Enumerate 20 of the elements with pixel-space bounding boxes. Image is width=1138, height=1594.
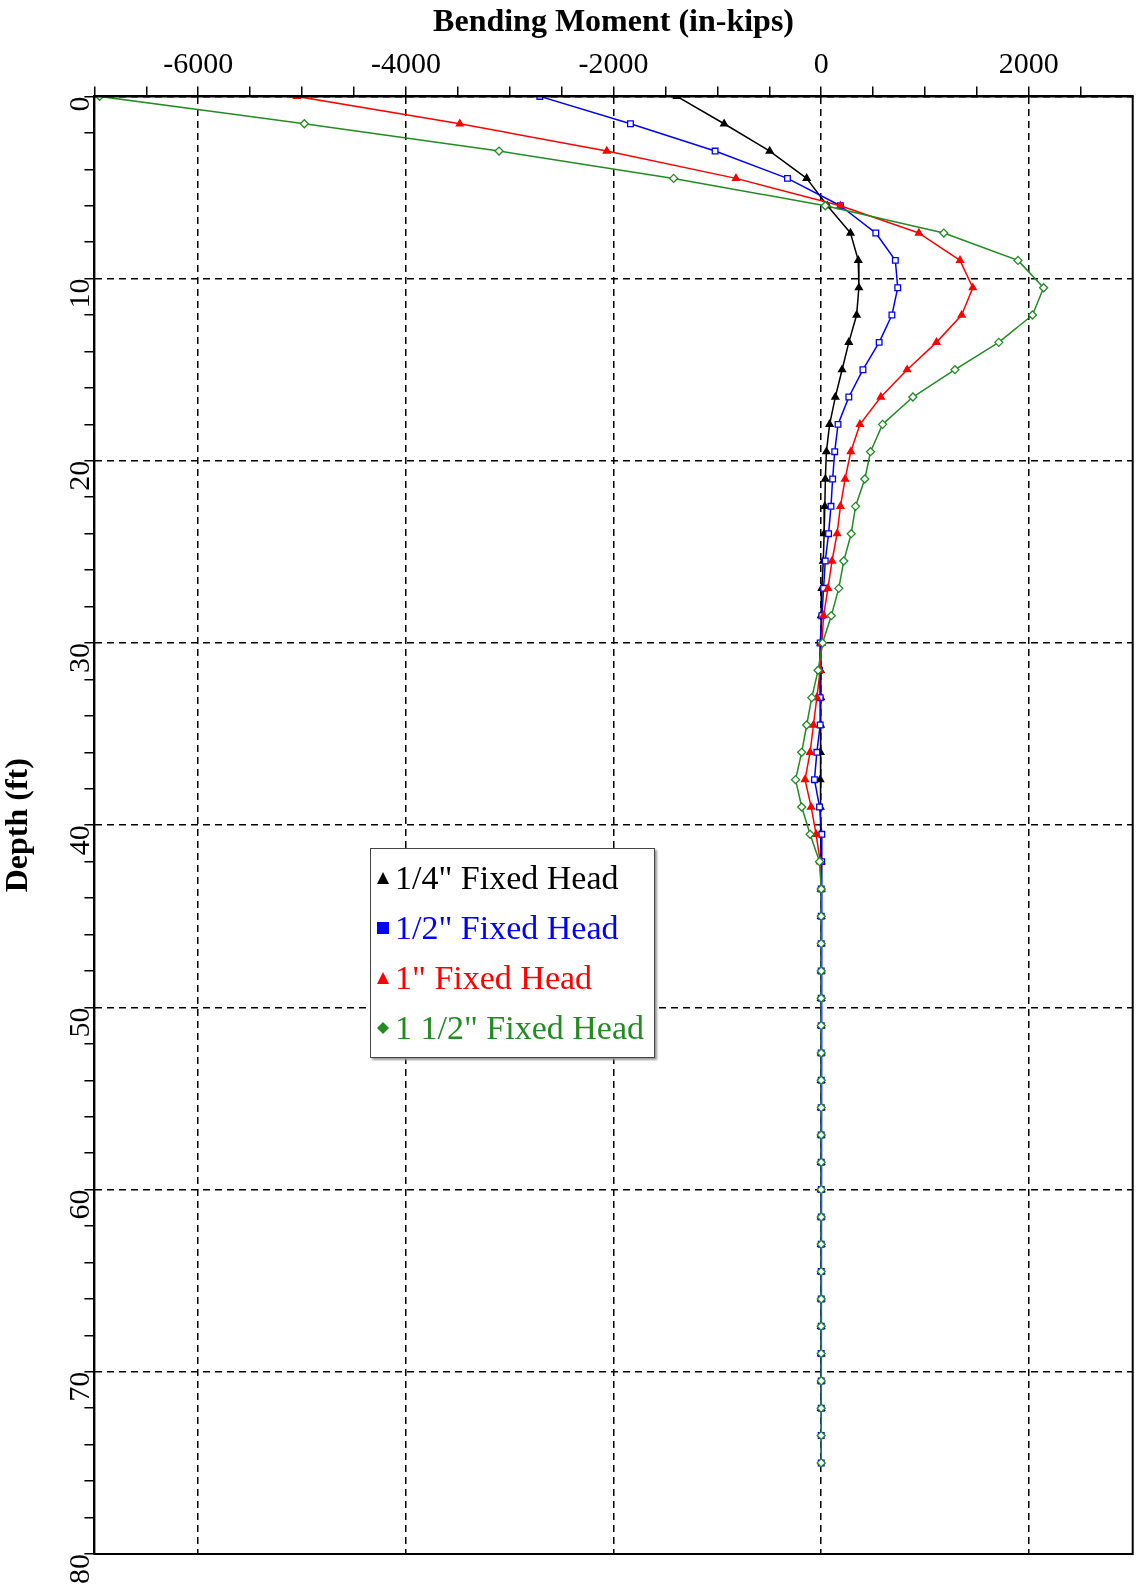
legend-label: 1/2" Fixed Head [395, 908, 619, 948]
y-tick-label: 40 [62, 825, 96, 856]
x-axis-title: Bending Moment (in-kips) [433, 2, 795, 39]
x-tick-label: -2000 [578, 46, 649, 80]
legend-label: 1/4" Fixed Head [395, 858, 619, 898]
legend-label: 1 1/2" Fixed Head [395, 1008, 645, 1048]
y-tick-label: 80 [62, 1554, 96, 1584]
legend-label: 1" Fixed Head [395, 958, 593, 998]
x-tick-label: -4000 [370, 46, 441, 80]
y-tick-label: 30 [62, 643, 96, 673]
y-tick-label: 10 [62, 278, 96, 309]
y-axis-title: Depth (ft) [0, 758, 35, 893]
y-tick-label: 60 [62, 1189, 96, 1220]
x-tick-label: 2000 [998, 46, 1059, 80]
y-tick-label: 50 [62, 1007, 96, 1038]
y-tick-label: 20 [62, 460, 96, 491]
y-tick-label: 0 [62, 96, 96, 112]
x-tick-label: 0 [813, 46, 829, 80]
x-tick-label: -6000 [163, 46, 234, 80]
y-tick-label: 70 [62, 1371, 96, 1402]
